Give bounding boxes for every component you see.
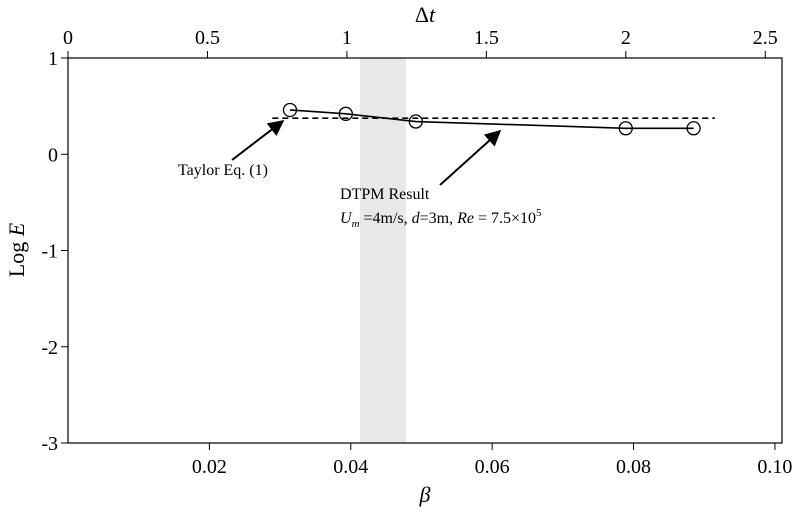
- x-tick-label: 0.10: [757, 456, 792, 478]
- x2-tick-label: 0: [63, 27, 73, 49]
- shaded-band: [359, 58, 406, 443]
- annotation-part: =3m,: [420, 210, 457, 227]
- annotation-part: m: [352, 218, 360, 230]
- x2-label-part: t: [429, 2, 436, 27]
- x-tick-label: 0.02: [192, 456, 227, 478]
- y-tick-label: 1: [48, 48, 58, 70]
- x2-tick-label: 2.5: [753, 27, 778, 49]
- x-axis-label: β: [419, 482, 431, 507]
- annotation-part: d: [412, 210, 421, 227]
- x-tick-label: 0.08: [616, 456, 651, 478]
- arrow: [231, 120, 285, 161]
- x-tick-label: 0.04: [333, 456, 368, 478]
- annotation-part: U: [340, 210, 353, 227]
- y-tick-label: -1: [41, 241, 58, 263]
- x2-axis-label: Δt: [415, 2, 436, 27]
- x2-tick-label: 1: [342, 27, 352, 49]
- x2-tick-label: 0.5: [195, 27, 220, 49]
- annotation-part: 5: [536, 207, 542, 219]
- y-tick-label: -2: [41, 337, 58, 359]
- y-label-part: Log: [4, 236, 29, 277]
- annotation-part: = 7.5×10: [474, 210, 536, 227]
- x2-tick-label: 2: [621, 27, 631, 49]
- data-point: [338, 106, 353, 121]
- x2-label-part: Δ: [415, 2, 429, 27]
- x-tick-label: 0.06: [475, 456, 510, 478]
- y-axis-label: Log E: [4, 222, 29, 277]
- annotation-part: =4m/s,: [360, 210, 412, 227]
- y-tick-label: -3: [41, 433, 58, 455]
- data-point: [408, 114, 423, 129]
- annotation: Taylor Eq. (1): [178, 162, 268, 179]
- x2-tick-label: 1.5: [474, 27, 499, 49]
- series-line: [289, 109, 694, 130]
- annotation: Um =4m/s, d=3m, Re = 7.5×105: [340, 207, 542, 230]
- data-point: [618, 121, 633, 136]
- data-point: [686, 121, 701, 136]
- annotation: DTPM Result: [340, 186, 430, 203]
- y-label-part: E: [4, 222, 29, 237]
- plot-frame: [67, 57, 783, 444]
- y-tick-label: 0: [48, 144, 58, 166]
- data-point: [282, 102, 298, 118]
- annotation-part: Re: [456, 210, 474, 227]
- arrow: [439, 129, 502, 186]
